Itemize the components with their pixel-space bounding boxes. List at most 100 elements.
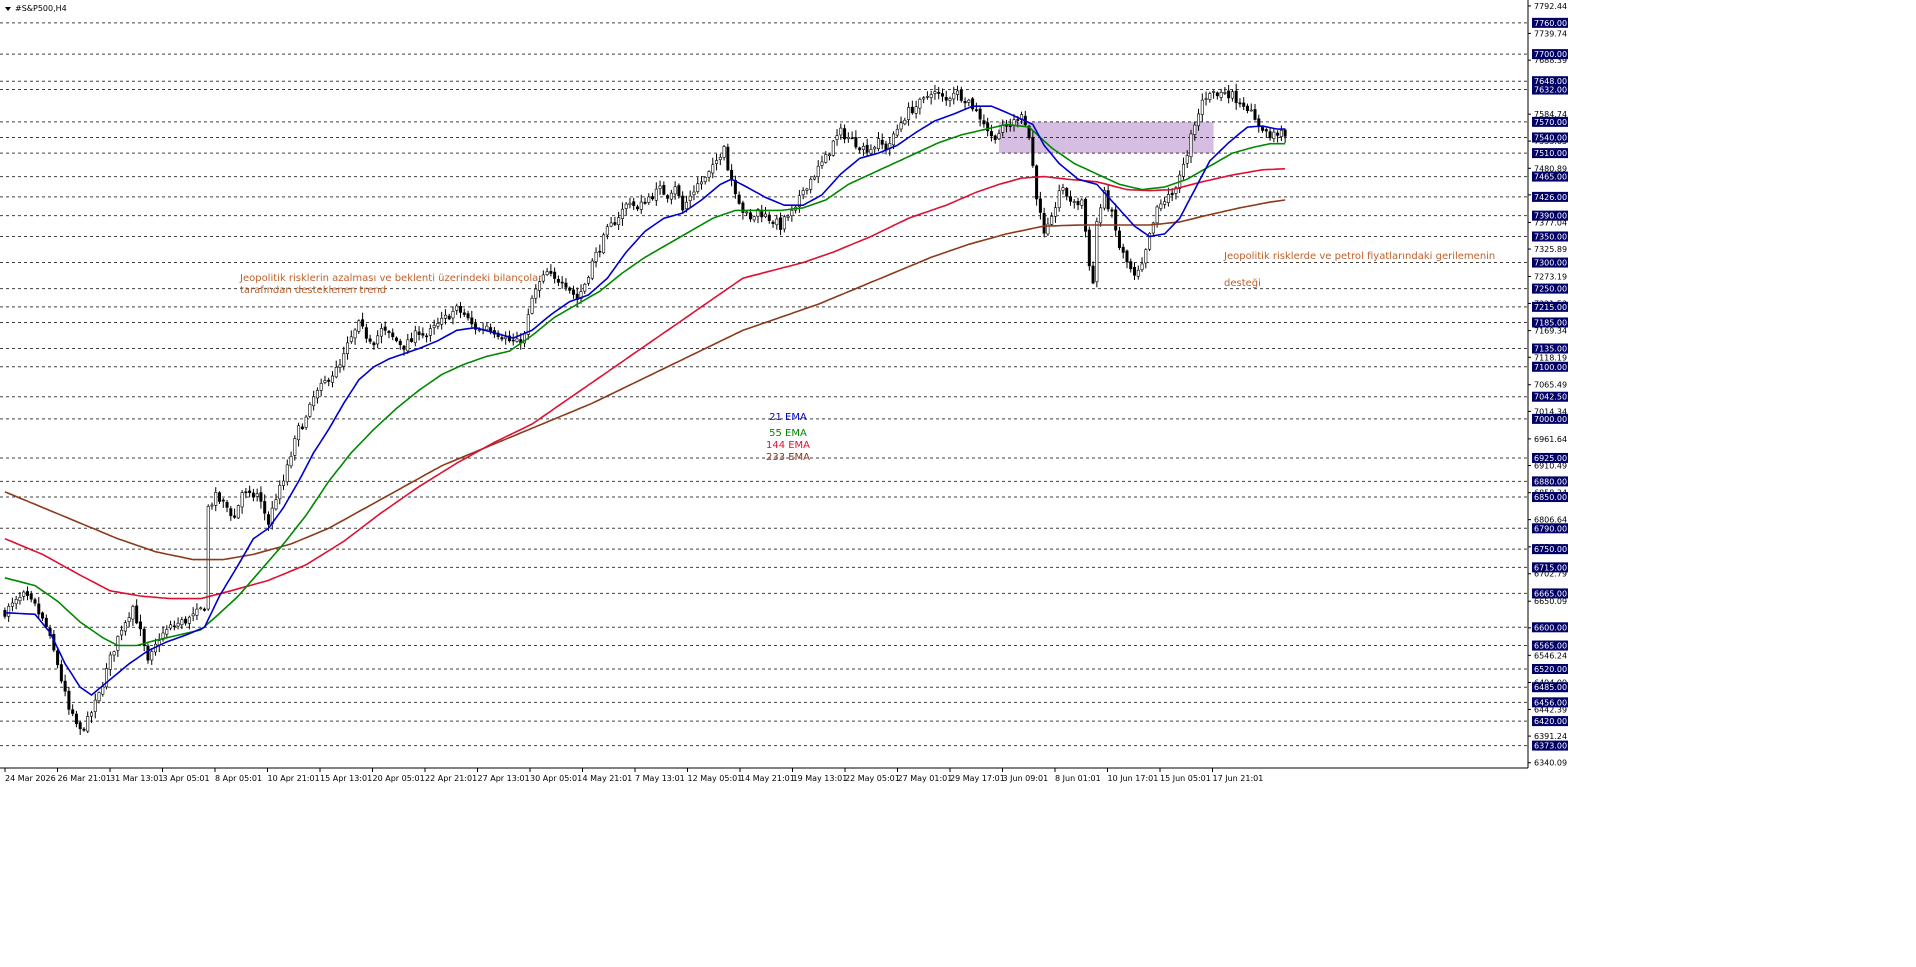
level-price-box: 7100.00: [1532, 361, 1568, 372]
candle: [1121, 243, 1125, 259]
candle: [1279, 125, 1283, 142]
candle: [1023, 110, 1027, 127]
legend-entry: 55 EMA: [769, 428, 807, 439]
candle: [824, 151, 828, 164]
y-tick-label: 7792.44: [1534, 2, 1567, 11]
candle: [248, 485, 252, 498]
candle: [884, 140, 888, 155]
candle: [263, 494, 267, 521]
candle: [763, 207, 767, 219]
candle: [447, 313, 451, 321]
candle: [846, 132, 850, 143]
candle: [843, 124, 847, 144]
candle: [534, 284, 538, 304]
candle: [29, 590, 33, 603]
candle: [530, 295, 534, 315]
candle: [681, 191, 685, 214]
candle: [1057, 184, 1061, 212]
candle: [319, 378, 323, 397]
candle: [711, 157, 715, 179]
level-price-label: 7215.00: [1534, 303, 1567, 312]
candle: [613, 216, 617, 227]
candle: [187, 615, 191, 630]
candle: [334, 360, 338, 379]
candle: [71, 704, 75, 717]
level-price-box: 6715.00: [1532, 562, 1568, 573]
candle: [108, 651, 112, 676]
candle: [312, 390, 316, 411]
candle: [598, 244, 602, 258]
candle: [323, 375, 327, 385]
candle: [338, 358, 342, 373]
candle: [361, 312, 365, 329]
candle: [432, 319, 436, 335]
x-tick-label: 17 Jun 21:01: [1213, 774, 1264, 783]
candle: [466, 310, 470, 321]
candle: [737, 191, 741, 205]
x-tick-label: 8 Apr 05:01: [215, 774, 262, 783]
level-price-label: 6715.00: [1534, 563, 1567, 572]
candle: [959, 86, 963, 103]
candle: [169, 620, 173, 631]
x-tick-label: 12 May 05:01: [688, 774, 743, 783]
candle: [929, 90, 933, 105]
candle: [1084, 197, 1088, 238]
candle: [922, 96, 926, 104]
candle: [285, 459, 289, 486]
candle: [526, 308, 530, 340]
candle: [67, 686, 71, 715]
ema-21-line: [4, 105, 1286, 696]
candle: [1140, 257, 1144, 273]
candle: [1038, 191, 1042, 220]
ema-55-line: [4, 123, 1286, 647]
level-price-box: 6565.00: [1532, 640, 1568, 651]
candle: [368, 334, 372, 344]
candle: [112, 650, 116, 662]
candle: [948, 96, 952, 107]
candle: [1245, 103, 1249, 114]
candle: [44, 614, 48, 629]
x-tick-label: 22 Apr 21:01: [425, 774, 477, 783]
candle: [481, 322, 485, 335]
candle: [120, 625, 124, 641]
candle: [696, 177, 700, 194]
candle: [37, 597, 41, 619]
level-price-label: 7000.00: [1534, 415, 1567, 424]
candle: [304, 414, 308, 430]
candle: [876, 131, 880, 152]
candle: [564, 278, 568, 291]
candle: [308, 402, 312, 419]
candle: [854, 130, 858, 150]
candle: [398, 338, 402, 350]
level-price-label: 7042.50: [1534, 393, 1567, 402]
symbol-title[interactable]: #S&P500,H4: [5, 4, 67, 13]
candle: [801, 187, 805, 200]
candle: [971, 97, 975, 112]
level-price-box: 6880.00: [1532, 476, 1568, 487]
candle: [157, 633, 161, 653]
level-price-label: 7760.00: [1534, 19, 1567, 28]
level-price-box: 7700.00: [1532, 49, 1568, 60]
candle: [907, 102, 911, 126]
level-price-box: 7135.00: [1532, 343, 1568, 354]
candle: [865, 138, 869, 157]
candle: [394, 336, 398, 343]
annotation-right-line1: Jeopolitik risklerde ve petrol fiyatları…: [1223, 251, 1495, 262]
candle: [1099, 203, 1103, 227]
x-tick-label: 10 Jun 17:01: [1108, 774, 1159, 783]
y-tick-label: 7118.19: [1534, 353, 1567, 362]
candle: [436, 317, 440, 330]
level-price-label: 7570.00: [1534, 118, 1567, 127]
y-tick-label: 7739.74: [1534, 29, 1567, 38]
level-price-label: 7135.00: [1534, 345, 1567, 354]
level-price-label: 6880.00: [1534, 477, 1567, 486]
candle: [357, 319, 361, 335]
level-price-label: 6420.00: [1534, 717, 1567, 726]
candle: [78, 720, 82, 735]
legend-entry: 233 EMA: [766, 452, 810, 463]
y-tick-label: 6546.24: [1534, 651, 1567, 660]
candle: [1234, 83, 1238, 110]
candle: [850, 131, 854, 140]
candle: [1242, 97, 1246, 110]
level-price-label: 7510.00: [1534, 149, 1567, 158]
